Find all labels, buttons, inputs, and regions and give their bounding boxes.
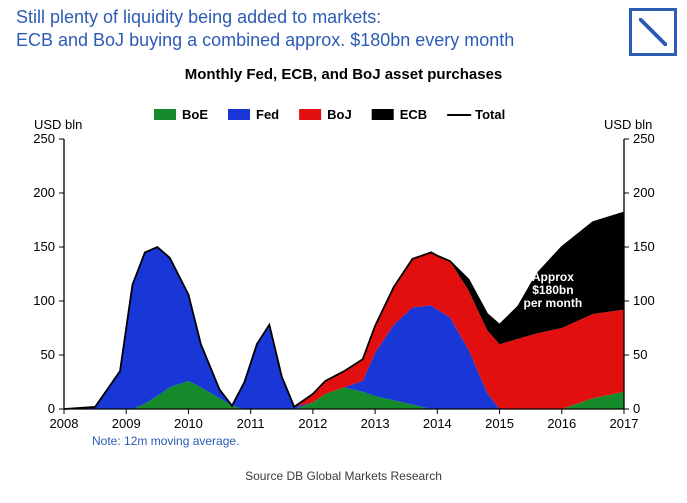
title-line-2: ECB and BoJ buying a combined approx. $1… <box>16 29 629 52</box>
svg-text:2016: 2016 <box>547 416 576 431</box>
svg-text:50: 50 <box>633 347 647 362</box>
svg-text:BoJ: BoJ <box>327 107 352 122</box>
source-text: Source DB Global Markets Research <box>0 469 687 483</box>
svg-text:0: 0 <box>48 401 55 416</box>
svg-text:ECB: ECB <box>400 107 427 122</box>
svg-text:Fed: Fed <box>256 107 279 122</box>
svg-text:50: 50 <box>41 347 55 362</box>
svg-text:2013: 2013 <box>361 416 390 431</box>
svg-text:150: 150 <box>633 239 655 254</box>
svg-text:100: 100 <box>33 293 55 308</box>
chart-subtitle: Monthly Fed, ECB, and BoJ asset purchase… <box>0 66 687 83</box>
svg-text:2017: 2017 <box>610 416 639 431</box>
svg-text:2008: 2008 <box>50 416 79 431</box>
svg-text:150: 150 <box>33 239 55 254</box>
svg-text:0: 0 <box>633 401 640 416</box>
title-line-1: Still plenty of liquidity being added to… <box>16 6 629 29</box>
svg-text:100: 100 <box>633 293 655 308</box>
svg-text:2015: 2015 <box>485 416 514 431</box>
svg-text:2012: 2012 <box>298 416 327 431</box>
svg-text:Note: 12m moving average.: Note: 12m moving average. <box>92 434 239 448</box>
svg-text:250: 250 <box>633 131 655 146</box>
svg-text:USD bln: USD bln <box>604 117 652 132</box>
svg-text:2010: 2010 <box>174 416 203 431</box>
svg-text:2009: 2009 <box>112 416 141 431</box>
deutsche-bank-logo-icon <box>629 8 677 56</box>
svg-text:BoE: BoE <box>182 107 208 122</box>
chart-annotation: Approx $180bn per month <box>524 271 583 311</box>
svg-text:200: 200 <box>633 185 655 200</box>
svg-text:200: 200 <box>33 185 55 200</box>
svg-text:2014: 2014 <box>423 416 452 431</box>
svg-text:USD bln: USD bln <box>34 117 82 132</box>
chart-area: USD bln USD bln 0 0 50 50 100 100 150 150 200 200 25… <box>16 89 671 465</box>
chart-figure: { "header": { "title_line1": "Still plen… <box>0 0 687 503</box>
svg-text:2011: 2011 <box>237 416 265 431</box>
svg-text:Total: Total <box>475 107 505 122</box>
svg-text:250: 250 <box>33 131 55 146</box>
